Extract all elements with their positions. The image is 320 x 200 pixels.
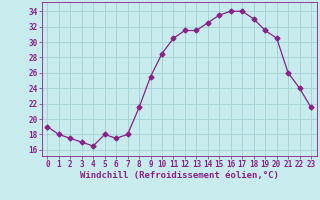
X-axis label: Windchill (Refroidissement éolien,°C): Windchill (Refroidissement éolien,°C) xyxy=(80,171,279,180)
